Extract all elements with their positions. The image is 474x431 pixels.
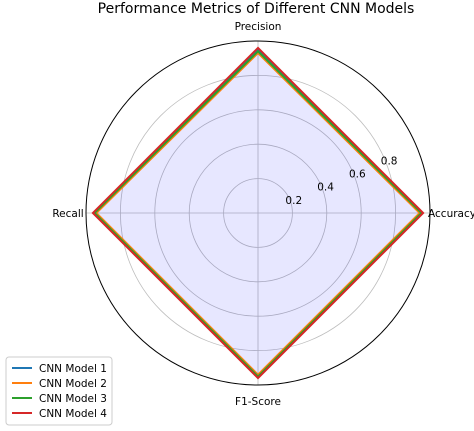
r-tick-label-1: 0.2 (285, 195, 302, 207)
r-tick-label-4: 0.8 (381, 155, 398, 167)
r-tick-label-2: 0.4 (317, 182, 334, 194)
radar-axis-labels: Accuracy Precision Recall F1-Score (52, 21, 474, 408)
series-fill-4 (93, 48, 423, 378)
series-line-3 (93, 49, 423, 378)
axis-label-f1-score: F1-Score (235, 396, 281, 408)
legend-box (5, 356, 113, 426)
axis-label-accuracy: Accuracy (428, 208, 474, 220)
radar-fills (93, 48, 423, 378)
legend-label-3: CNN Model 3 (39, 393, 107, 405)
radar-grid (85, 40, 431, 386)
radar-tick-labels: 0.2 0.4 0.6 0.8 (285, 155, 397, 206)
axis-label-precision: Precision (235, 21, 282, 33)
chart-title: Performance Metrics of Different CNN Mod… (98, 1, 415, 17)
series-line-2 (94, 51, 422, 377)
legend-label-2: CNN Model 2 (39, 378, 107, 390)
legend-label-4: CNN Model 4 (39, 408, 107, 420)
legend-label-1: CNN Model 1 (39, 363, 107, 375)
series-line-4 (91, 46, 425, 380)
r-tick-label-3: 0.6 (349, 169, 366, 181)
outer-frame (85, 40, 431, 386)
radar-series (91, 46, 425, 380)
axis-label-recall: Recall (52, 208, 83, 220)
legend: CNN Model 1 CNN Model 2 CNN Model 3 CNN Mod… (5, 356, 113, 426)
